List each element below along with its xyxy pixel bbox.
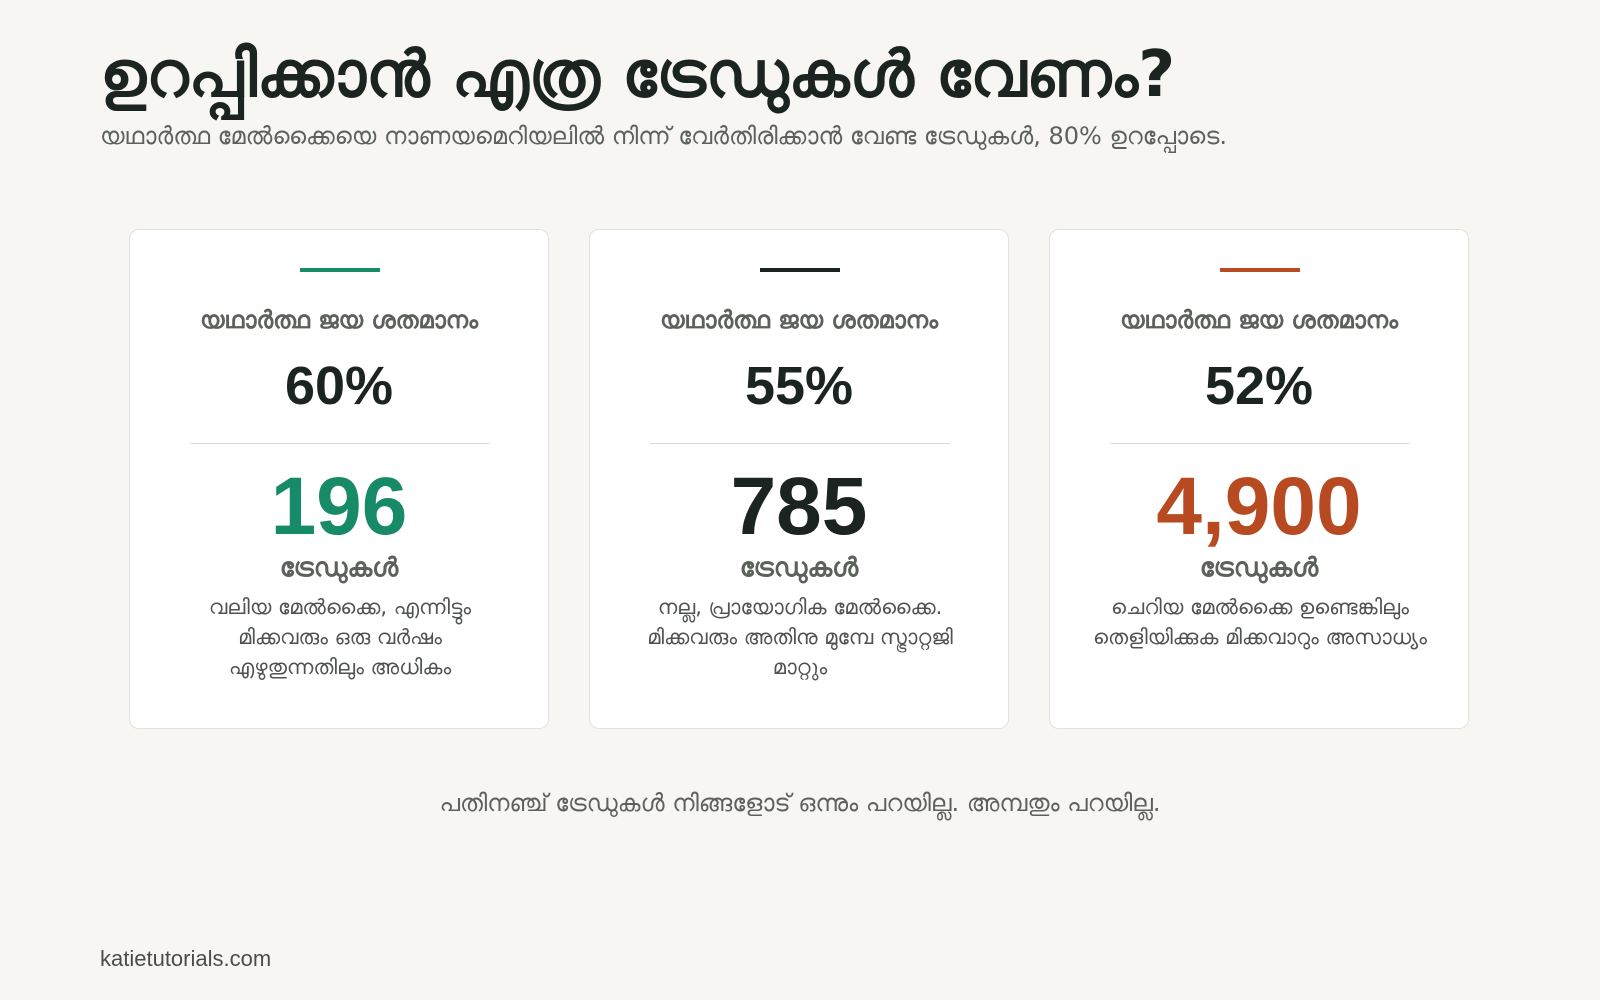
page-subtitle: യഥാർത്ഥ മേൽക്കൈയെ നാണയമെറിയലിൽ നിന്ന് വേ… — [100, 122, 1228, 150]
win-rate-label: യഥാർത്ഥ ജയ ശതമാനം — [199, 306, 479, 334]
stat-card-52: യഥാർത്ഥ ജയ ശതമാനം 52% 4,900 ട്രേഡുകൾ ചെറ… — [1049, 229, 1469, 729]
trade-count: 4,900 — [1156, 461, 1362, 552]
win-rate-value: 52% — [1204, 356, 1314, 416]
trade-count-unit: ട്രേഡുകൾ — [1199, 553, 1319, 583]
stat-card-55: യഥാർത്ഥ ജയ ശതമാനം 55% 785 ട്രേഡുകൾ നല്ല,… — [589, 229, 1009, 729]
stat-card-60: യഥാർത്ഥ ജയ ശതമാനം 60% 196 ട്രേഡുകൾ വലിയ … — [129, 229, 549, 729]
accent-bar — [760, 268, 840, 272]
footer-note: പതിനഞ്ച് ട്രേഡുകൾ നിങ്ങളോട് ഒന്നും പറയില… — [439, 789, 1161, 817]
card-description: നല്ല, പ്രായോഗിക മേൽക്കൈ. മിക്കവരും അതിനു… — [647, 595, 953, 679]
win-rate-value: 55% — [744, 356, 854, 416]
site-url[interactable]: katietutorials.com — [100, 946, 272, 971]
trade-count-unit: ട്രേഡുകൾ — [739, 553, 859, 583]
card-divider — [650, 443, 950, 444]
trade-count-unit: ട്രേഡുകൾ — [279, 553, 399, 583]
card-description: ചെറിയ മേൽക്കൈ ഉണ്ടെങ്കിലും തെളിയിക്കുക മ… — [1093, 595, 1427, 649]
card-divider — [1110, 443, 1410, 444]
page-title: ഉറപ്പിക്കാൻ എത്ര ട്രേഡുകൾ വേണം? — [100, 38, 1176, 112]
accent-bar — [300, 268, 380, 272]
win-rate-value: 60% — [284, 356, 394, 416]
accent-bar — [1220, 268, 1300, 272]
trade-count: 785 — [730, 461, 868, 552]
card-divider — [190, 443, 490, 444]
trade-count: 196 — [270, 461, 408, 552]
win-rate-label: യഥാർത്ഥ ജയ ശതമാനം — [1119, 306, 1399, 334]
win-rate-label: യഥാർത്ഥ ജയ ശതമാനം — [659, 306, 939, 334]
card-description: വലിയ മേൽക്കൈ, എന്നിട്ടും മിക്കവരും ഒരു വ… — [208, 595, 472, 679]
stat-cards: യഥാർത്ഥ ജയ ശതമാനം 60% 196 ട്രേഡുകൾ വലിയ … — [129, 229, 1471, 729]
